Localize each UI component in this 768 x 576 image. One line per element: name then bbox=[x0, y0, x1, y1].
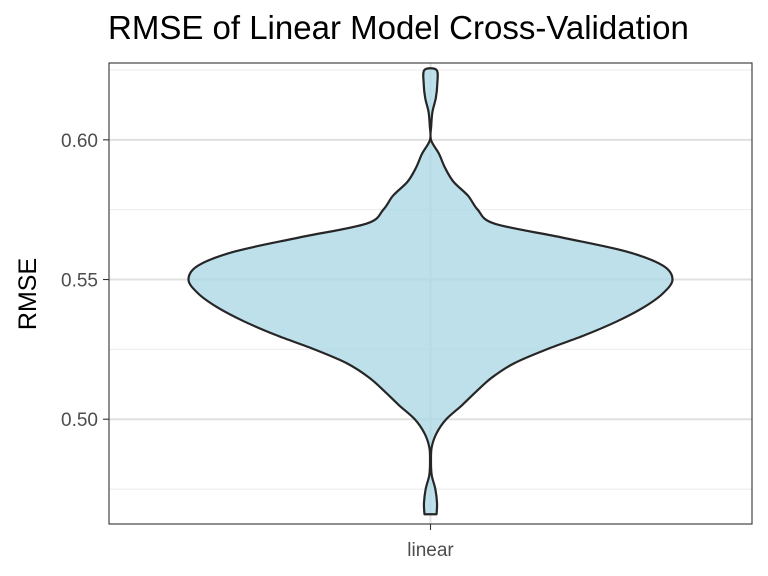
y-tick-label: 0.55 bbox=[61, 271, 98, 292]
y-axis-title: RMSE bbox=[14, 258, 42, 330]
chart-title: RMSE of Linear Model Cross-Validation bbox=[108, 9, 689, 46]
violin-layer bbox=[187, 67, 674, 516]
x-tick-label: linear bbox=[407, 540, 454, 561]
x-axis: linear bbox=[407, 524, 454, 561]
y-tick-label: 0.60 bbox=[61, 131, 98, 152]
y-tick-label: 0.50 bbox=[61, 410, 98, 431]
y-axis: 0.50 0.55 0.60 bbox=[61, 131, 109, 431]
violin-linear bbox=[187, 67, 674, 516]
